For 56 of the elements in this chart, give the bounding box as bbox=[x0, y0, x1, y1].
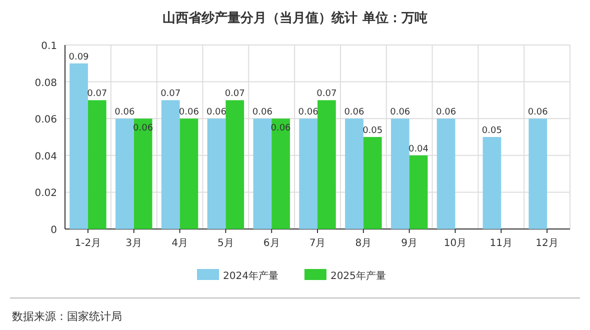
data-label: 0.07 bbox=[87, 89, 108, 100]
data-label: 0.09 bbox=[68, 52, 90, 62]
source-note: 数据来源：国家统计局 bbox=[12, 310, 122, 323]
bar bbox=[88, 100, 106, 229]
data-label: 0.06 bbox=[344, 108, 365, 118]
bar bbox=[180, 118, 198, 229]
bar bbox=[436, 118, 456, 229]
data-label: 0.06 bbox=[298, 108, 319, 118]
y-tick-label: 0.08 bbox=[34, 78, 57, 89]
data-label: 0.07 bbox=[160, 89, 181, 100]
data-label: 0.06 bbox=[114, 108, 135, 118]
bar bbox=[134, 118, 152, 229]
bar bbox=[482, 137, 502, 229]
y-tick-label: 0.1 bbox=[41, 41, 57, 52]
bar bbox=[70, 63, 88, 229]
legend-label: 2024年产量 bbox=[223, 270, 278, 282]
data-label: 0.06 bbox=[528, 108, 548, 118]
bar bbox=[409, 155, 428, 229]
x-tick-label: 9月 bbox=[401, 238, 418, 249]
data-label: 0.04 bbox=[408, 144, 429, 154]
x-tick-label: 8月 bbox=[355, 238, 372, 249]
x-tick-label: 7月 bbox=[309, 238, 326, 249]
bar bbox=[363, 137, 382, 229]
bar bbox=[318, 100, 336, 229]
bar bbox=[345, 118, 364, 229]
bar bbox=[390, 118, 410, 229]
data-label: 0.07 bbox=[224, 89, 245, 100]
bar bbox=[299, 118, 318, 229]
bar bbox=[253, 118, 272, 229]
data-label: 0.05 bbox=[362, 126, 383, 136]
x-tick-label: 4月 bbox=[172, 238, 188, 249]
x-tick-label: 3月 bbox=[126, 238, 142, 249]
bar bbox=[207, 118, 226, 229]
bar bbox=[272, 118, 290, 229]
x-tick-label: 1-2月 bbox=[74, 238, 102, 249]
x-tick-label: 10月 bbox=[444, 238, 467, 249]
legend-label: 2025年产量 bbox=[330, 270, 386, 282]
data-label: 0.07 bbox=[316, 89, 337, 100]
data-label: 0.06 bbox=[252, 108, 273, 118]
bar bbox=[528, 118, 548, 229]
data-label: 0.05 bbox=[482, 126, 502, 136]
bar bbox=[161, 100, 180, 229]
x-tick-label: 11月 bbox=[490, 238, 513, 249]
y-tick-label: 0.06 bbox=[34, 114, 57, 126]
x-tick-label: 6月 bbox=[263, 238, 280, 249]
bar bbox=[226, 100, 244, 229]
bar bbox=[116, 118, 134, 229]
y-tick-label: 0.04 bbox=[34, 151, 57, 162]
y-tick-label: 0.02 bbox=[34, 188, 57, 200]
data-label: 0.06 bbox=[436, 108, 456, 118]
data-label: 0.06 bbox=[178, 108, 200, 118]
chart-title: 山西省纱产量分月（当月值）统计 单位：万吨 bbox=[162, 10, 428, 26]
y-tick-label: 0 bbox=[50, 225, 57, 236]
x-tick-label: 12月 bbox=[536, 238, 558, 249]
x-tick-label: 5月 bbox=[217, 238, 234, 249]
data-label: 0.06 bbox=[390, 108, 410, 118]
